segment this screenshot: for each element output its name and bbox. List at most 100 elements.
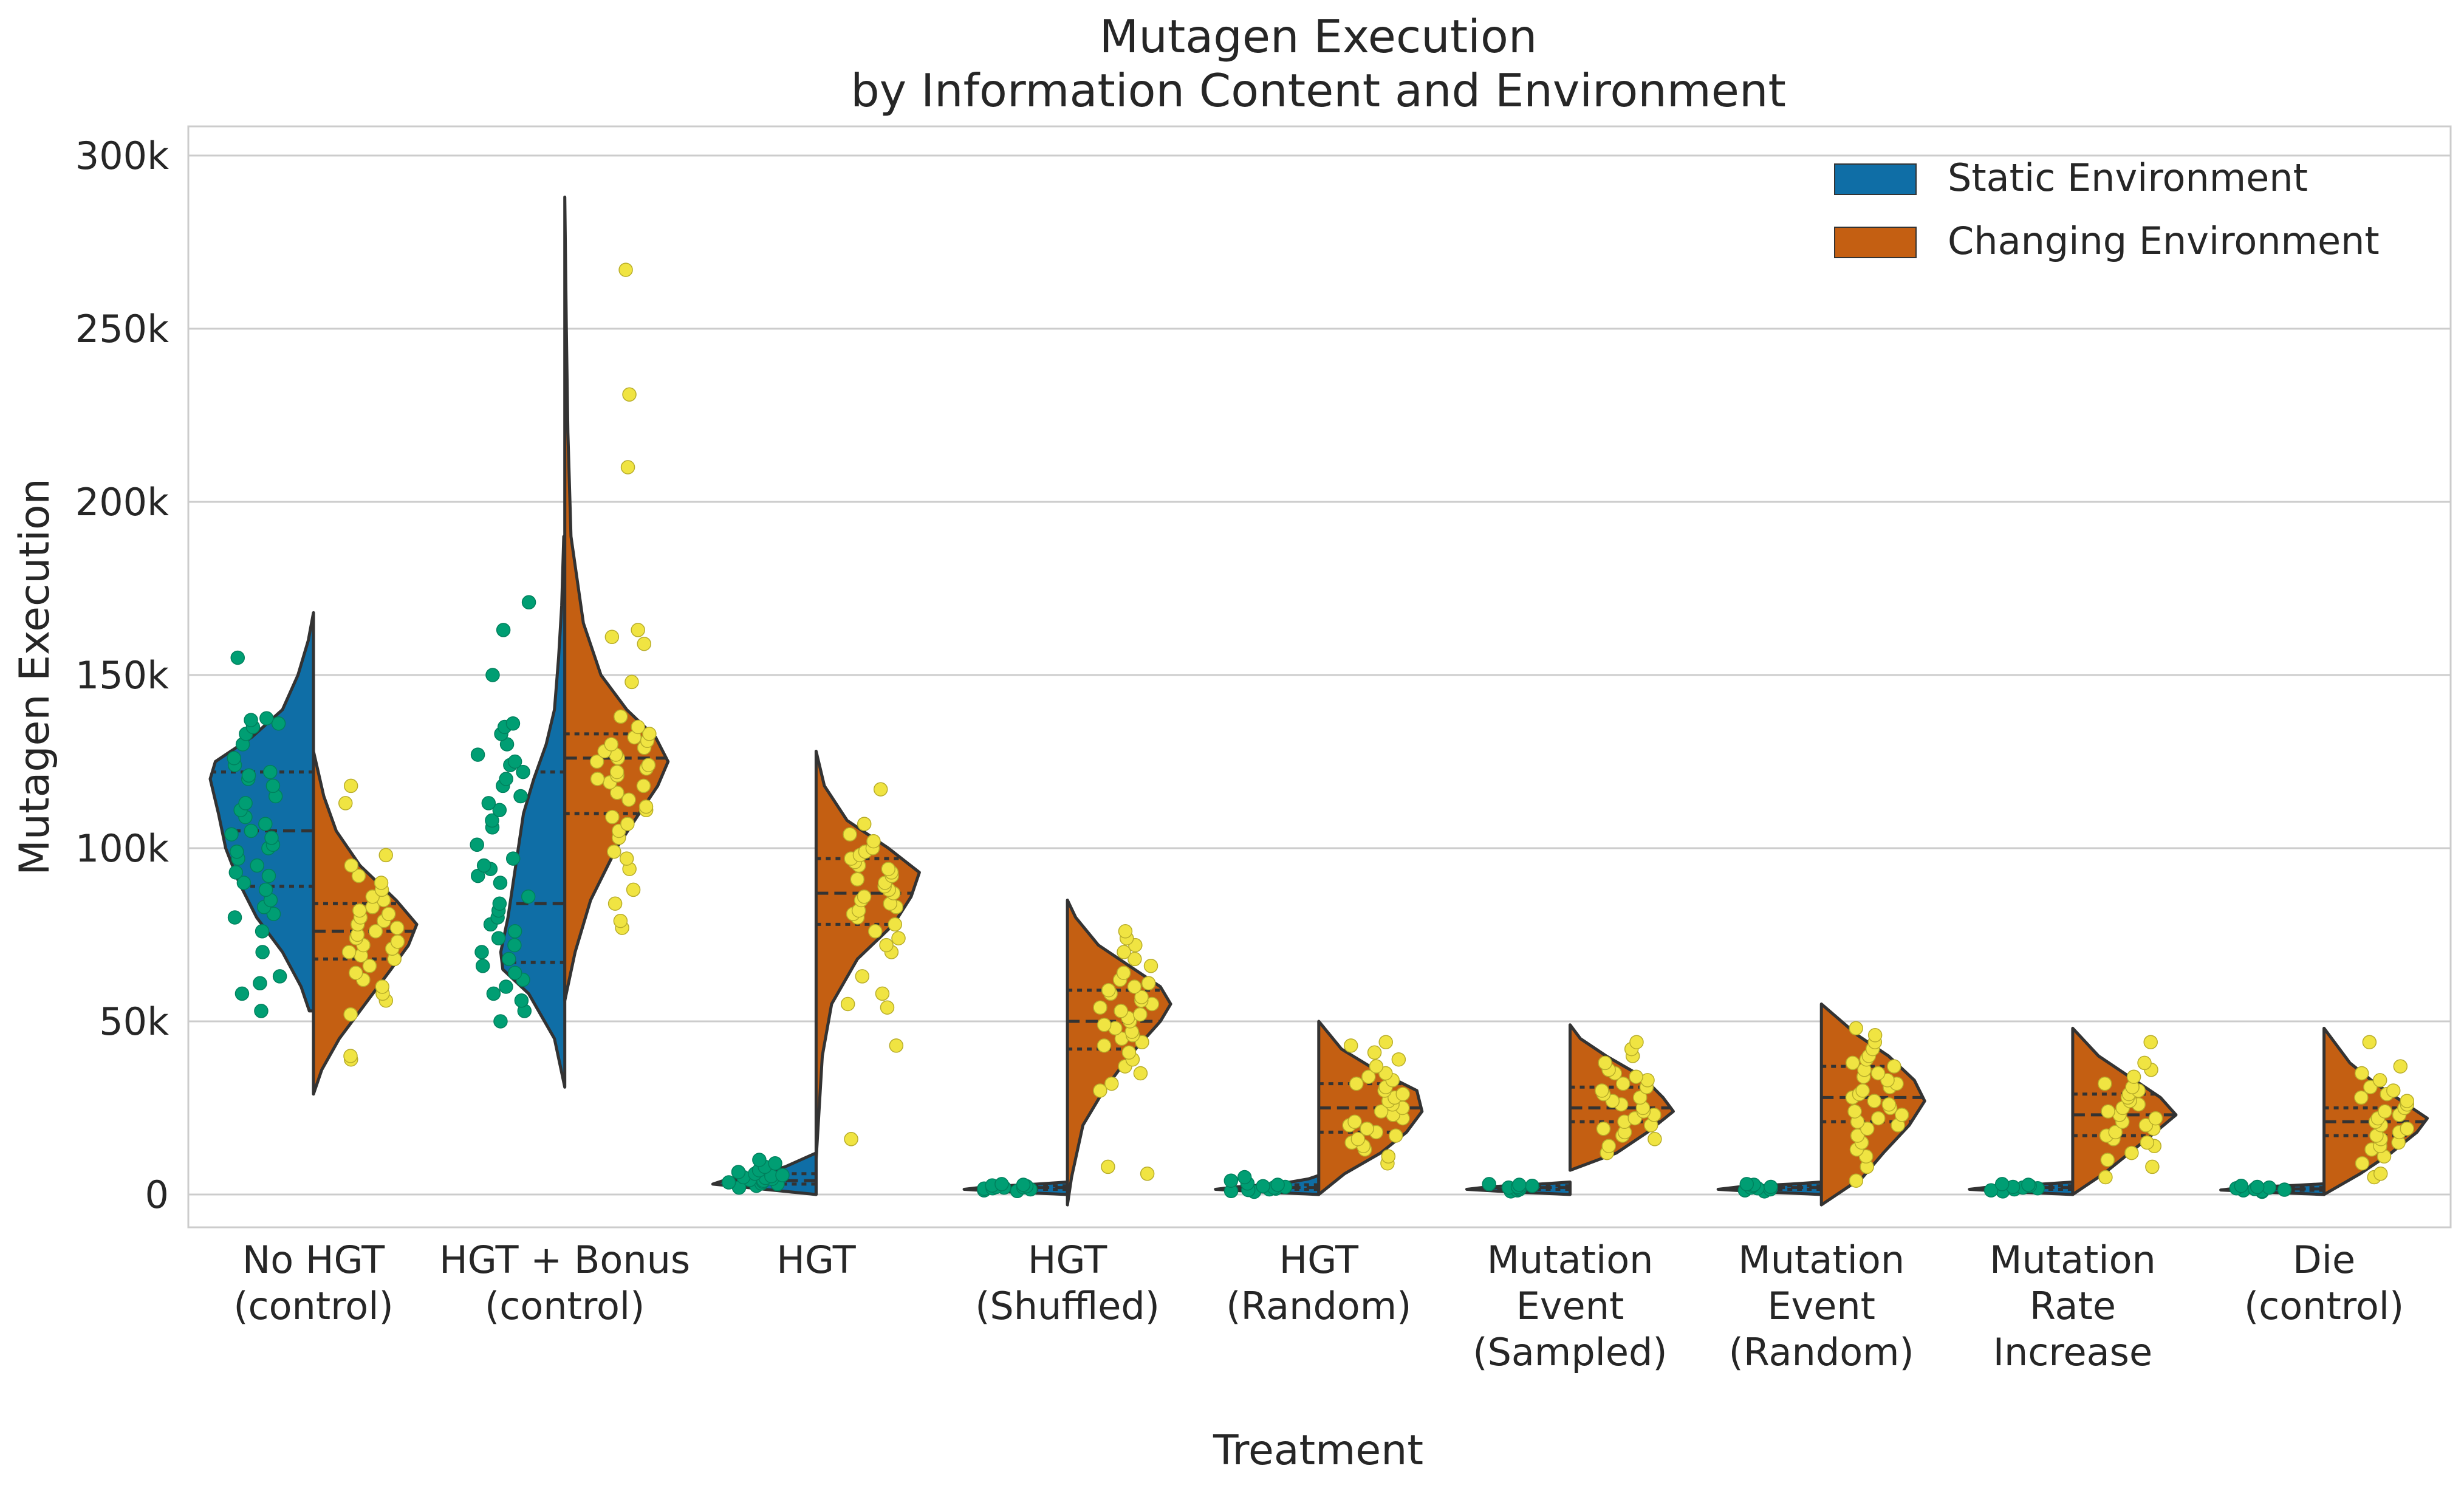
x-tick-label: Mutation Event (Random) [1729,1238,1914,1374]
data-point-static [481,796,496,811]
data-point-changing [2372,1073,2387,1088]
data-point-changing [1117,945,1131,959]
data-point-static [261,868,276,883]
data-point-changing [626,882,641,897]
data-point-changing [1629,1069,1643,1084]
data-point-static [258,817,273,831]
data-point-changing [2145,1159,2160,1174]
data-point-changing [620,460,635,475]
data-point-changing [2355,1156,2370,1171]
data-point-changing [338,796,353,811]
data-point-static [2234,1179,2249,1193]
x-tick-label: Die (control) [2244,1238,2404,1328]
data-point-changing [1894,1108,1909,1122]
data-point-static [507,754,522,769]
data-point-changing [621,792,636,807]
data-point-static [1482,1177,1496,1191]
data-point-changing [622,387,637,402]
data-point-changing [613,709,628,724]
data-point-static [507,924,522,939]
data-point-changing [1369,1059,1384,1074]
data-point-changing [2137,1055,2152,1071]
data-point-changing [1595,1083,1609,1098]
y-tick-label: 50k [99,999,169,1044]
data-point-changing [1849,1021,1863,1036]
data-point-changing [607,896,623,911]
data-point-changing [1118,924,1133,939]
data-point-static [499,772,513,786]
violin-changing [2322,1026,2429,1196]
y-tick-label: 0 [145,1173,169,1217]
data-point-static [241,768,256,783]
plot-frame [187,125,2452,1229]
violins [208,195,2429,1207]
data-point-changing [1097,1038,1112,1053]
data-point-static [521,889,536,904]
data-point-changing [1860,1121,1875,1136]
data-point-static [238,796,253,811]
data-point-static [1223,1173,1239,1188]
data-point-static [731,1165,746,1179]
data-point-static [513,789,528,804]
data-point-static [271,716,286,731]
data-point-static [230,844,244,859]
data-point-changing [619,851,634,866]
jitter-points [224,262,2415,1199]
data-point-static [470,747,485,762]
data-point-changing [1381,1149,1396,1164]
data-point-changing [609,764,625,780]
data-point-changing [2386,1083,2401,1098]
data-point-static [507,965,522,980]
data-point-changing [1845,1055,1860,1071]
data-point-changing [850,872,865,887]
data-point-changing [2148,1111,2163,1126]
legend: Static Environment Changing Environment [1834,156,2380,263]
data-point-changing [1101,1159,1115,1174]
data-point-changing [1596,1121,1611,1136]
data-point-static [486,986,501,1001]
data-point-changing [855,969,870,984]
data-point-changing [620,817,635,831]
data-point-changing [1881,1097,1897,1112]
data-point-static [721,1175,736,1190]
data-point-changing [2101,1104,2115,1119]
data-point-static [227,910,242,925]
data-point-static [521,595,536,610]
data-point-static [1764,1179,1778,1195]
data-point-static [492,803,507,818]
chart-title-line-1: Mutagen Execution [1100,10,1538,63]
data-point-changing [1601,1139,1617,1153]
data-point-changing [1629,1035,1644,1049]
data-point-changing [604,737,618,752]
data-point-static [507,937,522,953]
data-point-changing [343,1049,358,1063]
data-point-changing [1114,1004,1128,1018]
data-point-static [227,751,241,766]
data-point-changing [843,827,857,841]
data-point-static [768,1156,782,1171]
data-point-changing [1648,1132,1662,1147]
data-point-static [505,851,521,866]
x-tick-labels: No HGT (control) HGT + Bonus (control) HGT HG… [233,1238,2404,1374]
data-point-changing [1388,1128,1403,1143]
data-point-static [266,907,281,922]
data-point-static [752,1153,767,1167]
data-point-static [265,778,281,793]
data-point-changing [844,1132,858,1147]
data-point-static [255,945,270,959]
violin-changing [1317,1020,1424,1196]
data-point-static [263,764,278,780]
data-point-changing [868,924,883,939]
data-point-changing [374,876,389,890]
data-point-changing [2400,1121,2415,1136]
y-tick-label: 150k [75,653,169,698]
data-point-changing [1391,1052,1406,1067]
y-tick-label: 200k [75,480,169,524]
legend-label-changing: Changing Environment [1948,219,2380,263]
data-point-changing [1887,1059,1901,1074]
data-point-static [485,813,499,828]
data-point-changing [351,868,366,883]
data-point-changing [2373,1167,2388,1181]
data-point-changing [642,727,657,741]
data-point-changing [879,937,894,953]
